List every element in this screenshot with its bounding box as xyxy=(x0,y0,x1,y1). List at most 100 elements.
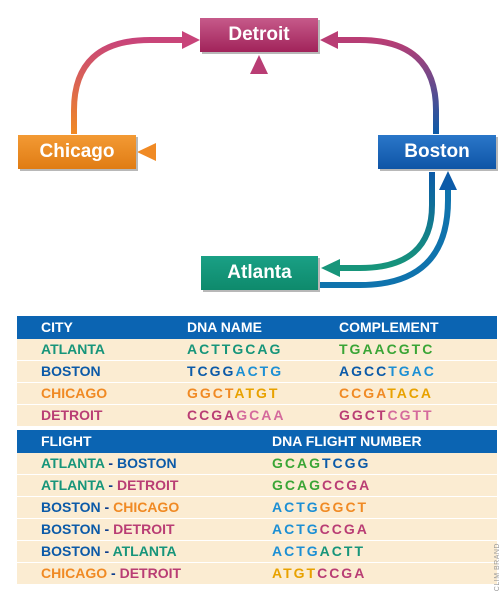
seq-part: ATGT xyxy=(234,385,280,401)
dna-name: TCGGACTG xyxy=(187,361,283,382)
flight-to: DETROIT xyxy=(116,477,179,493)
seq-part: TGAC xyxy=(388,363,436,379)
table-row: BOSTON - CHICAGO ACTGGGCT xyxy=(17,497,497,519)
city-name: ATLANTA xyxy=(41,341,106,357)
city-box-detroit: Detroit xyxy=(200,18,318,52)
header-dna-flight-number: DNA FLIGHT NUMBER xyxy=(272,433,422,449)
seq-part: TACA xyxy=(387,385,434,401)
seq-part: ATGT xyxy=(272,565,318,581)
dna-complement: GGCTCGTT xyxy=(339,405,434,426)
table-row: ATLANTA - DETROIT GCAGCCGA xyxy=(17,475,497,497)
flight-number: GCAGTCGG xyxy=(272,453,370,474)
city-name: CHICAGO xyxy=(41,385,108,401)
seq-part: ACTG xyxy=(235,363,284,379)
flight-route: CHICAGO - DETROIT xyxy=(41,563,181,584)
route-map xyxy=(71,31,457,288)
seq-part: CCGA xyxy=(317,565,367,581)
flight-to: DETROIT xyxy=(113,521,175,537)
flight-separator: - xyxy=(104,477,117,493)
city-box-atlanta: Atlanta xyxy=(201,256,318,290)
flight-number: ACTGGGCT xyxy=(272,497,368,518)
flight-separator: - xyxy=(100,543,113,559)
flight-route: BOSTON - DETROIT xyxy=(41,519,175,540)
header-city: CITY xyxy=(41,319,73,335)
flight-route: BOSTON - ATLANTA xyxy=(41,541,177,562)
flight-dna-table: FLIGHT DNA FLIGHT NUMBER ATLANTA - BOSTO… xyxy=(17,430,497,585)
dna-name: ACTTGCAG xyxy=(187,339,282,360)
seq-part: ACTG xyxy=(272,499,320,515)
seq-part: TCGG xyxy=(322,455,371,471)
table-row: ATLANTA ACTTGCAG TGAACGTC xyxy=(17,339,497,361)
flight-number: ACTGACTT xyxy=(272,541,365,562)
seq-part: GCAA xyxy=(236,407,286,423)
flight-from: BOSTON xyxy=(41,499,101,515)
flight-to: ATLANTA xyxy=(112,543,177,559)
seq-part: CGTT xyxy=(387,407,434,423)
table-row: ATLANTA - BOSTON GCAGTCGG xyxy=(17,453,497,475)
seq-part: CCGA xyxy=(187,407,237,423)
flight-from: BOSTON xyxy=(41,521,101,537)
seq-part: CGTC xyxy=(386,341,435,357)
flight-separator: - xyxy=(107,565,120,581)
seq-part: ACTT xyxy=(319,543,365,559)
seq-part: GGCT xyxy=(339,407,388,423)
table-row: BOSTON TCGGACTG AGCCTGAC xyxy=(17,361,497,383)
route-chicago-detroit xyxy=(71,31,200,134)
seq-part: TGAA xyxy=(339,341,387,357)
route-atlanta-detroit xyxy=(250,55,268,255)
route-atlanta-boston xyxy=(320,171,457,288)
route-boston-detroit xyxy=(320,31,439,134)
city-label-detroit: Detroit xyxy=(228,24,290,45)
seq-part: ACTT xyxy=(187,341,233,357)
seq-part: GCAG xyxy=(232,341,283,357)
seq-part: TCGG xyxy=(187,363,236,379)
flight-separator: - xyxy=(100,521,114,537)
dna-complement: CCGATACA xyxy=(339,383,433,404)
dna-complement: AGCCTGAC xyxy=(339,361,436,382)
flight-from: ATLANTA xyxy=(41,455,105,471)
flight-to: BOSTON xyxy=(116,455,177,471)
seq-part: GCAG xyxy=(272,455,322,471)
flight-number: ATGTCCGA xyxy=(272,563,366,584)
flight-from: BOSTON xyxy=(41,543,101,559)
city-box-chicago: Chicago xyxy=(18,135,136,169)
dna-name: GGCTATGT xyxy=(187,383,279,404)
table-row: DETROIT CCGAGCAA GGCTCGTT xyxy=(17,405,497,427)
flight-route: BOSTON - CHICAGO xyxy=(41,497,179,518)
flight-number: ACTGCCGA xyxy=(272,519,369,540)
seq-part: GGCT xyxy=(319,499,369,515)
flight-route: ATLANTA - BOSTON xyxy=(41,453,177,474)
seq-part: GGCT xyxy=(187,385,235,401)
city-label-chicago: Chicago xyxy=(39,141,115,162)
city-dna-table: CITY DNA NAME COMPLEMENT ATLANTA ACTTGCA… xyxy=(17,316,497,427)
seq-part: AGCC xyxy=(339,363,389,379)
header-dna-name: DNA NAME xyxy=(187,319,262,335)
table-row: CHICAGO - DETROIT ATGTCCGA xyxy=(17,563,497,585)
flight-separator: - xyxy=(104,455,117,471)
route-boston-atlanta xyxy=(321,172,435,277)
flight-to: DETROIT xyxy=(119,565,182,581)
city-box-boston: Boston xyxy=(378,135,496,169)
city-label-atlanta: Atlanta xyxy=(227,262,292,283)
flight-table-header: FLIGHT DNA FLIGHT NUMBER xyxy=(17,430,497,453)
seq-part: CCGA xyxy=(339,385,388,401)
table-row: CHICAGO GGCTATGT CCGATACA xyxy=(17,383,497,405)
flight-from: CHICAGO xyxy=(41,565,108,581)
seq-part: CCGA xyxy=(319,521,369,537)
city-name: DETROIT xyxy=(41,407,103,423)
seq-part: CCGA xyxy=(322,477,372,493)
seq-part: GCAG xyxy=(272,477,322,493)
table-row: BOSTON - DETROIT ACTGCCGA xyxy=(17,519,497,541)
image-credit: CLIM BRAND xyxy=(494,542,501,591)
dna-complement: TGAACGTC xyxy=(339,339,434,360)
flight-number: GCAGCCGA xyxy=(272,475,371,496)
header-flight: FLIGHT xyxy=(41,433,92,449)
flight-from: ATLANTA xyxy=(41,477,105,493)
route-boston-chicago xyxy=(137,143,377,161)
dna-name: CCGAGCAA xyxy=(187,405,285,426)
city-label-boston: Boston xyxy=(404,141,470,162)
flight-route: ATLANTA - DETROIT xyxy=(41,475,178,496)
seq-part: ACTG xyxy=(272,543,320,559)
flight-to: CHICAGO xyxy=(113,499,180,515)
header-complement: COMPLEMENT xyxy=(339,319,439,335)
